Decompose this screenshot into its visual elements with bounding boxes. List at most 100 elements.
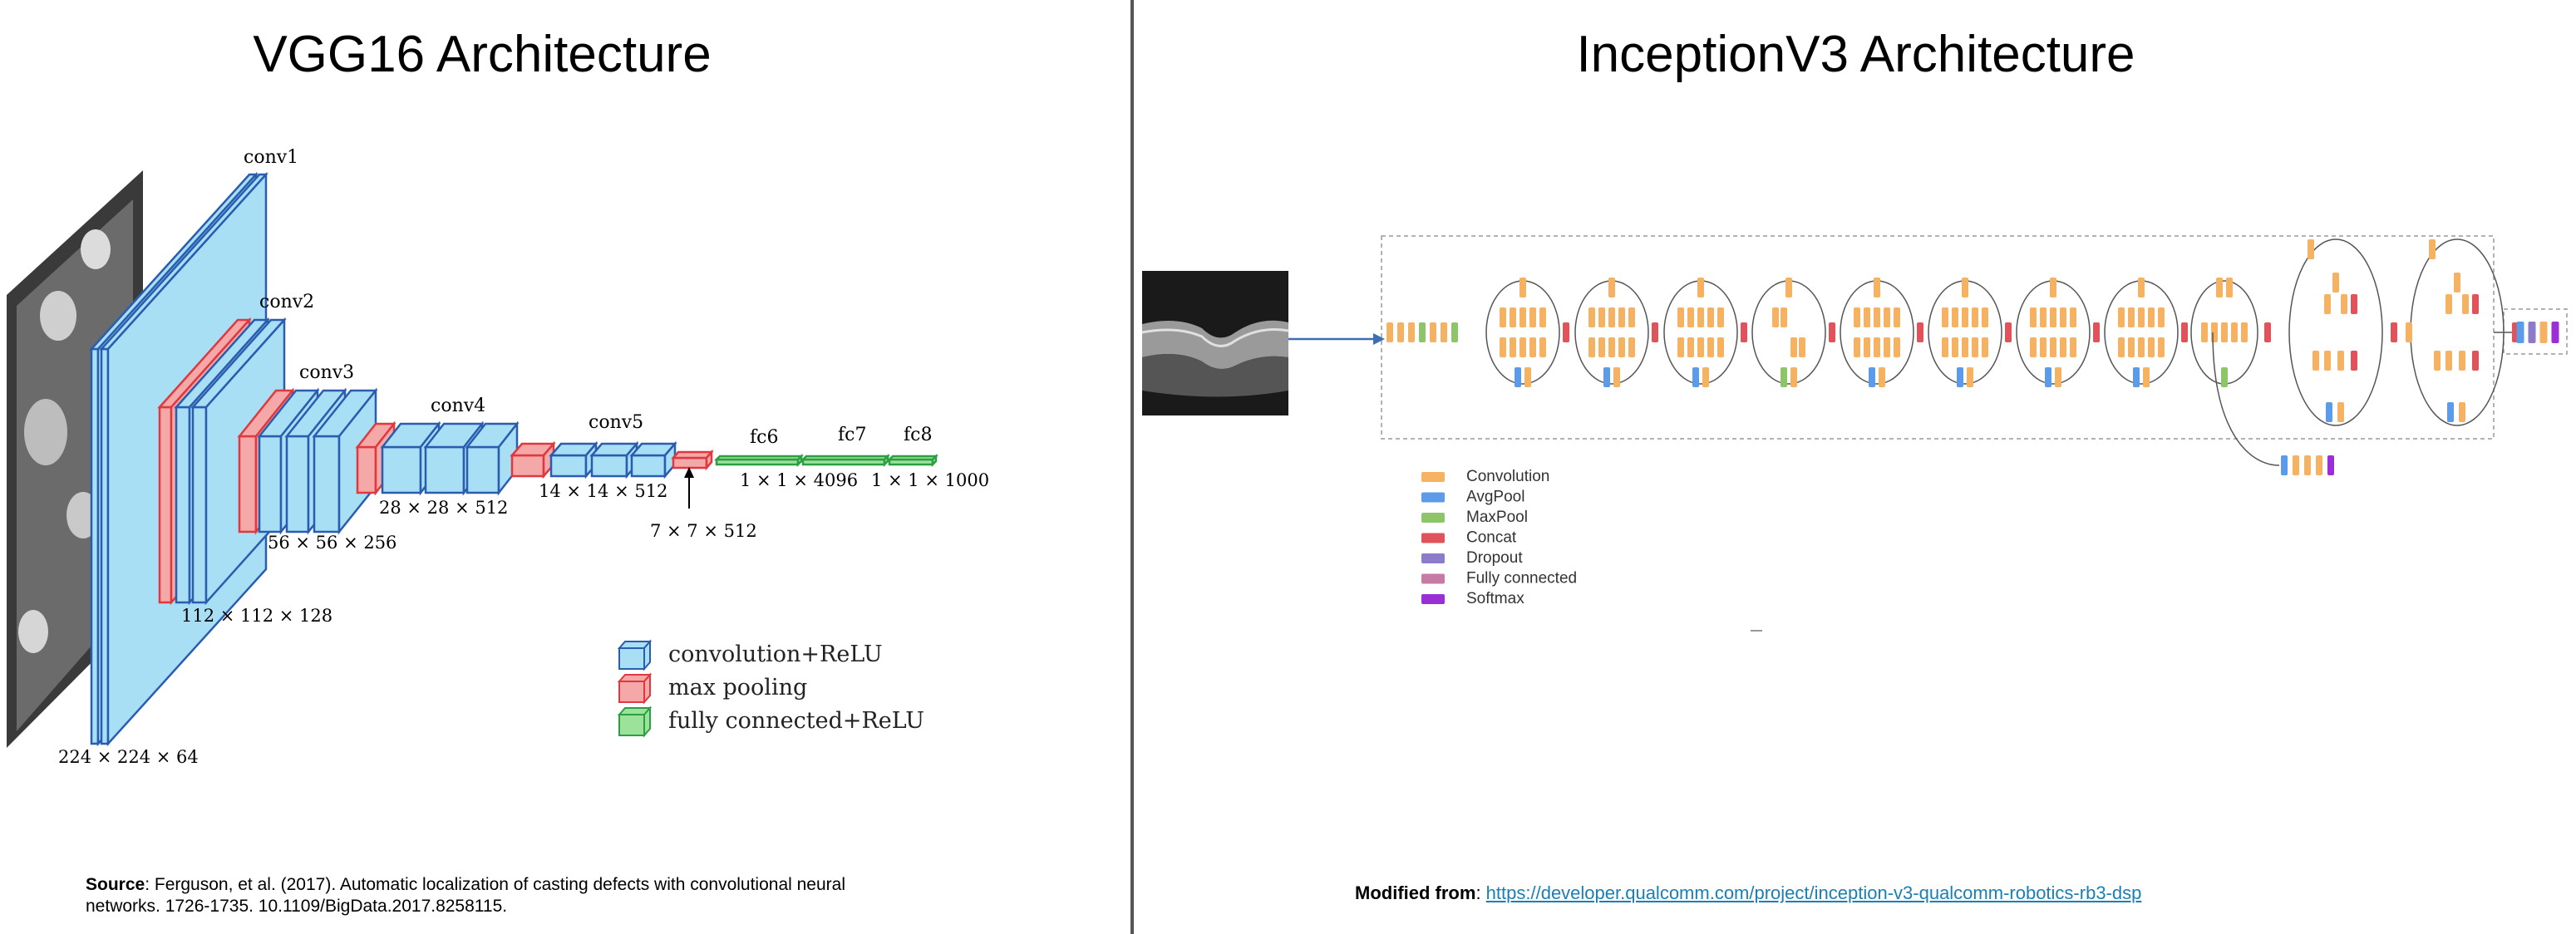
large-module-1-concat-a (2351, 294, 2357, 314)
module-6-bottom-pool (1957, 367, 1963, 387)
pool5-block (671, 449, 714, 471)
module-8-row1-2 (2128, 307, 2135, 327)
module-8-row2-3 (2138, 337, 2145, 357)
large-module-2-conv-e (2445, 351, 2452, 371)
module-8-row1-5 (2158, 307, 2165, 327)
module-4-row2-2 (1799, 337, 1805, 357)
fc7-block (800, 453, 891, 468)
large-module-1-conv-c (2341, 294, 2347, 314)
large-module-1-conv-b (2324, 294, 2331, 314)
module-4-top-conv (1785, 278, 1792, 297)
module-6-row1-1 (1942, 307, 1948, 327)
module-8-bottom-conv (2143, 367, 2150, 387)
reduction-mid-1 (2201, 322, 2208, 342)
module-1-top-conv (1519, 278, 1526, 297)
large-module-1-top (2308, 239, 2314, 259)
module-3-row1-1 (1677, 307, 1684, 327)
module-2-row2-1 (1588, 337, 1595, 357)
inception-network-blocks (1387, 238, 2559, 475)
legend-label-dropout: Dropout (1466, 549, 1523, 567)
head-layer-3 (2539, 322, 2548, 343)
legend-swatch-pool (617, 672, 653, 705)
large-module-2-conv-c (2462, 294, 2469, 314)
module-3-row2-1 (1677, 337, 1684, 357)
module-3-row1-4 (1707, 307, 1714, 327)
dim-label-fc8: 1 × 1 × 1000 (871, 470, 989, 490)
module-7-bottom-conv (2055, 367, 2061, 387)
module-1-row1-4 (1529, 307, 1536, 327)
module-4-row1-1 (1772, 307, 1779, 327)
large-module-1-conv-f (2337, 351, 2344, 371)
vgg16-source-caption: Source: Ferguson, et al. (2017). Automat… (86, 874, 917, 918)
module-4-row2-1 (1790, 337, 1797, 357)
module-8-top-conv (2138, 278, 2145, 297)
vgg16-title: VGG16 Architecture (253, 26, 712, 83)
module-7-row2-2 (2040, 337, 2047, 357)
module-7-bottom-pool (2045, 367, 2051, 387)
layer-label-conv5: conv5 (589, 412, 643, 433)
module-7-concat (2093, 322, 2100, 342)
module-1-concat (1563, 322, 1569, 342)
module-3-top-conv (1697, 278, 1704, 297)
legend-label-avgpool: AvgPool (1466, 489, 1524, 506)
stem-layer-2 (1397, 322, 1404, 342)
legend-label-fc: fully connected+ReLU (668, 708, 924, 734)
module-1-row2-4 (1529, 337, 1536, 357)
large-module-2-conv-b (2445, 294, 2452, 314)
module-2-row1-1 (1588, 307, 1595, 327)
module-3-bottom-conv (1702, 367, 1709, 387)
legend-label-fully-connected: Fully connected (1466, 570, 1577, 587)
stem-layer-1 (1387, 322, 1393, 342)
layer-label-fc6: fc6 (750, 427, 778, 448)
aux-layer-1 (2281, 455, 2288, 475)
conv5-block-2 (589, 440, 639, 479)
panel-divider (1130, 0, 1134, 934)
module-1-row2-3 (1519, 337, 1526, 357)
large-module-2-bottom-conv (2459, 402, 2465, 422)
module-3-row1-3 (1697, 307, 1704, 327)
dim-label-fc7: 1 × 1 × 4096 (740, 470, 858, 490)
module-7-row2-5 (2070, 337, 2076, 357)
module-8-row1-3 (2138, 307, 2145, 327)
source-link[interactable]: https://developer.qualcomm.com/project/i… (1485, 882, 2142, 903)
large-module-2-outline (2410, 238, 2505, 426)
input-oct-image (1141, 271, 1289, 415)
large-module-1-concat-out (2391, 322, 2397, 342)
legend-label-maxpool: MaxPool (1466, 509, 1528, 526)
module-5-concat (1917, 322, 1923, 342)
module-4-bottom-conv (1790, 367, 1797, 387)
module-6-concat (2005, 322, 2012, 342)
module-6-row2-4 (1972, 337, 1978, 357)
module-3-row1-2 (1687, 307, 1694, 327)
large-module-2-concat-a (2472, 294, 2479, 314)
inceptionv3-title: InceptionV3 Architecture (1576, 26, 2135, 83)
module-6-row2-1 (1942, 337, 1948, 357)
aux-layer-3 (2304, 455, 2311, 475)
head-layer-1 (2516, 322, 2524, 343)
stem-layer-3 (1408, 322, 1415, 342)
dim-label-conv2: 112 × 112 × 128 (181, 606, 332, 626)
reduction-top-2 (2226, 278, 2233, 297)
dim-label-conv5: 14 × 14 × 512 (539, 481, 667, 501)
module-5-row1-1 (1854, 307, 1860, 327)
legend-swatch-dropout (1421, 553, 1445, 563)
aux-branch-curve (2212, 332, 2280, 466)
module-7-row1-1 (2030, 307, 2037, 327)
layer-label-fc8: fc8 (904, 425, 932, 445)
large-module-2-conv-d (2434, 351, 2441, 371)
module-7-row2-3 (2050, 337, 2056, 357)
module-2-bottom-pool (1603, 367, 1610, 387)
module-6-row2-3 (1962, 337, 1968, 357)
module-7-top-conv (2050, 278, 2056, 297)
large-module-2-top (2429, 239, 2436, 259)
module-7-row1-3 (2050, 307, 2056, 327)
large-module-2-concat-b (2472, 351, 2479, 371)
layer-label-conv2: conv2 (259, 292, 314, 312)
legend-swatch-avgpool (1421, 492, 1445, 503)
module-6-row1-3 (1962, 307, 1968, 327)
module-5-bottom-conv (1879, 367, 1885, 387)
dim-label-conv3: 56 × 56 × 256 (268, 533, 396, 553)
stem-layer-6 (1441, 322, 1447, 342)
module-2-row2-5 (1628, 337, 1635, 357)
legend-label-convolution: Convolution (1466, 468, 1549, 485)
